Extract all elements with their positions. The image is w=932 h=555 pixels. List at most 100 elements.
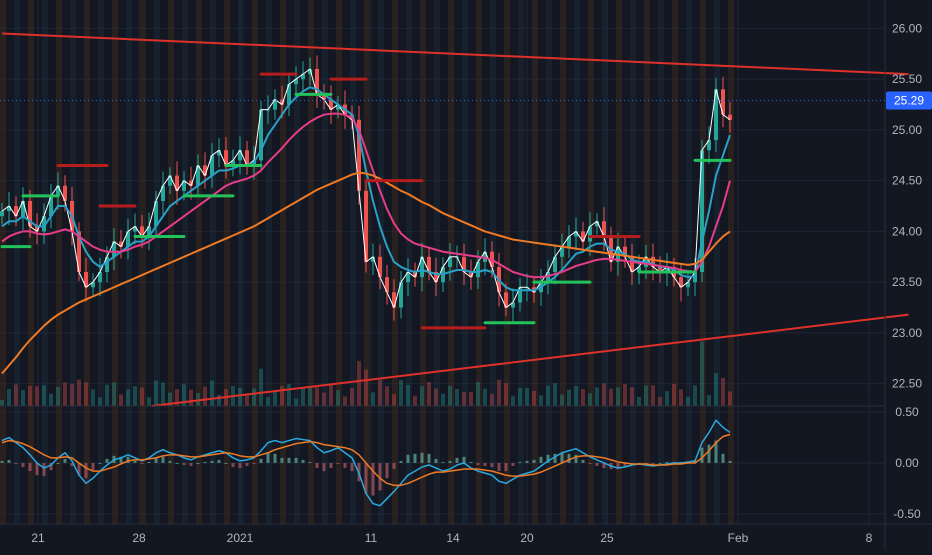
volume-bar (637, 396, 641, 406)
volume-bar (322, 392, 326, 406)
volume-bar (693, 385, 697, 406)
volume-bar (574, 386, 578, 406)
macd-tick-label: 0.50 (895, 405, 919, 419)
candle-body (77, 231, 81, 273)
candle-body (630, 256, 634, 273)
session-band (532, 0, 538, 524)
volume-bar (546, 385, 550, 406)
volume-bar (413, 395, 417, 406)
session-band (294, 0, 300, 524)
volume-bar (497, 379, 501, 406)
time-axis[interactable]: 21 28 2021 11 14 20 25 Feb 8 (31, 531, 872, 545)
macd-line (1, 419, 731, 507)
volume-bar (42, 385, 46, 406)
candle-body (420, 256, 424, 278)
candle-body (434, 272, 438, 283)
macd-histogram-bar (28, 462, 32, 472)
macd-histogram-bar (595, 462, 599, 467)
macd-axis[interactable]: 0.50 0.00 -0.50 (893, 405, 921, 521)
candle-body (56, 185, 60, 196)
candle-body (14, 206, 18, 217)
macd-histogram-bar (574, 454, 578, 463)
macd-histogram-bar (84, 462, 88, 479)
volume-bar (70, 384, 74, 406)
candle-body (49, 195, 53, 217)
candle-body (231, 160, 235, 166)
volume-bar (84, 382, 88, 406)
session-band (56, 0, 62, 524)
volume-bar (707, 395, 711, 406)
volume-bar (126, 389, 130, 406)
last-price-tag (886, 91, 932, 110)
candle-body (518, 287, 522, 303)
time-tick-label: 28 (132, 531, 146, 545)
volume-bar (105, 384, 109, 406)
last-price-marker: 25.29 (0, 91, 932, 110)
price-axis[interactable]: 26.00 25.50 25.00 24.50 24.00 23.50 23.00 22.50 (892, 21, 922, 390)
volume-bar (532, 390, 536, 406)
volume-bar (392, 394, 396, 406)
volume-bar (672, 384, 676, 406)
session-band (140, 0, 146, 524)
price-panel (0, 32, 909, 407)
session-band (546, 0, 552, 524)
price-tick-label: 24.50 (892, 174, 922, 188)
candle-body (469, 272, 473, 278)
candle-body (105, 256, 109, 273)
macd-histogram-bar (420, 452, 424, 463)
macd-histogram-bar (532, 459, 536, 463)
session-band (196, 0, 202, 524)
candle-body (91, 282, 95, 288)
candle-body (427, 256, 431, 273)
candle-body (399, 282, 403, 308)
candle-body (112, 241, 116, 257)
candle-body (448, 256, 452, 267)
macd-histogram-bar (504, 462, 508, 472)
volume-bar (658, 396, 662, 406)
macd-histogram-bar (616, 462, 620, 470)
macd-histogram-bar (224, 462, 228, 464)
macd-histogram-bar (399, 460, 403, 463)
signal-line (1, 433, 731, 487)
sma_200-line (1, 171, 731, 375)
session-band (336, 0, 342, 524)
session-band (504, 0, 510, 524)
volume-bar (35, 386, 39, 406)
volume-bar (623, 384, 627, 406)
macd-histogram-bar (98, 462, 102, 464)
candle-body (693, 272, 697, 283)
session-band (70, 0, 76, 524)
session-band (154, 0, 160, 524)
volume-bar (525, 388, 529, 406)
macd-histogram-bar (665, 461, 669, 463)
candle-body (546, 272, 550, 283)
volume-bar (210, 380, 214, 406)
macd-histogram-bar (406, 454, 410, 463)
candle-body (245, 150, 249, 166)
time-tick-label: 8 (866, 531, 873, 545)
time-tick-label: 25 (600, 531, 614, 545)
candle-body (21, 200, 25, 217)
session-band (84, 0, 90, 524)
macd-histogram-bar (189, 462, 193, 467)
candle-body (686, 282, 690, 288)
macd-histogram-bar (280, 457, 284, 463)
volume-bar (238, 387, 242, 406)
macd-histogram-bar (168, 460, 172, 463)
candle-body (217, 150, 221, 156)
volume-bar (350, 388, 354, 406)
session-band (224, 0, 230, 524)
macd-histogram-bar (91, 462, 95, 471)
volume-bar (336, 390, 340, 406)
trendline (151, 313, 909, 407)
session-band (616, 0, 622, 524)
macd-histogram-bar (413, 453, 417, 463)
volume-bar (28, 385, 32, 406)
macd-histogram-bar (581, 459, 585, 463)
macd-histogram-bar (483, 462, 487, 467)
macd-histogram-bar (252, 462, 256, 464)
candle-body (42, 216, 46, 232)
volume-bar (434, 388, 438, 406)
